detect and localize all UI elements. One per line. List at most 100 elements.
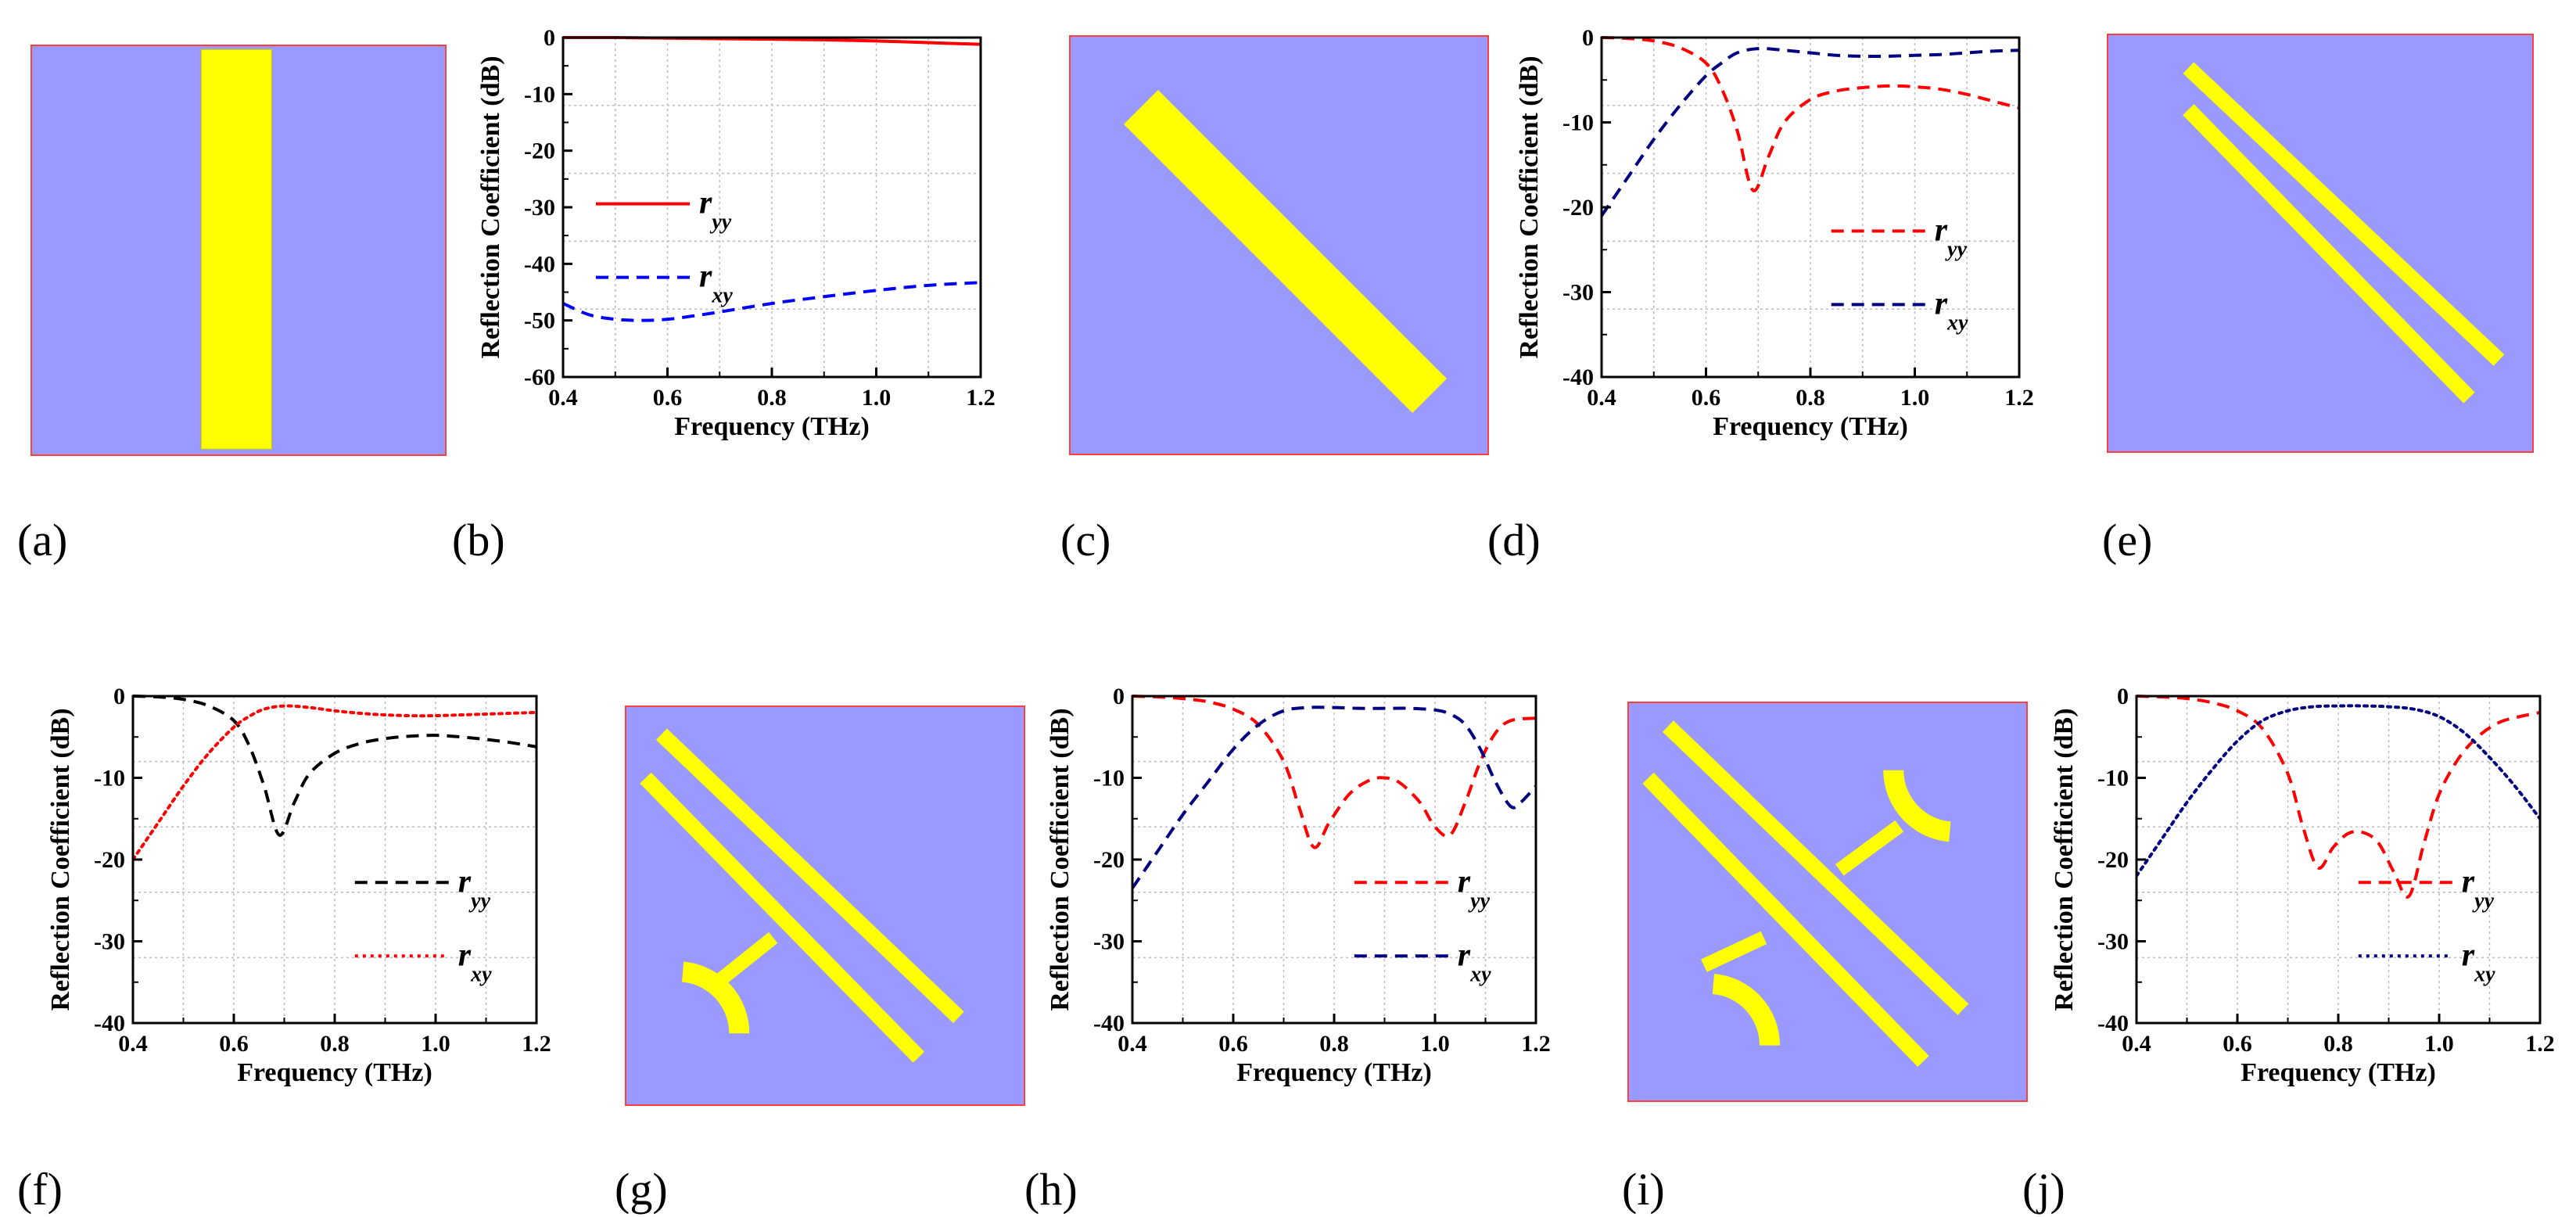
metal-bar-upper (1663, 720, 1969, 1015)
x-tick-label: 0.8 (1796, 385, 1825, 411)
y-tick-label: -20 (94, 847, 125, 873)
charts-layer: 0.4 0.6 0.8 1.0 1.2 0 -10 -20 -30 -40 -50 -60 Freque… (46, 25, 2555, 1087)
legend-label-rxy: rxy (1458, 937, 1491, 986)
y-tick-label: 0 (1113, 684, 1125, 709)
series-line-rxy (133, 704, 536, 861)
metal-connector-lower (1701, 931, 1767, 972)
panel-label-g: (g) (615, 1164, 668, 1215)
y-tick-label: -40 (1562, 364, 1594, 390)
legend-label-ryy: ryy (1935, 212, 1968, 261)
y-tick-label: -40 (94, 1011, 125, 1036)
substrate-i (1627, 702, 2028, 1102)
x-tick-label: 1.0 (1900, 385, 1930, 411)
x-tick-label: 1.0 (862, 385, 892, 411)
legend: ryy rxy (1831, 212, 1968, 335)
series-line-ryy (1602, 36, 2019, 192)
y-tick-label: -20 (1562, 195, 1594, 221)
metal-split-arc (682, 961, 750, 1034)
x-tick-label: 1.2 (966, 385, 996, 411)
panel-labels-layer: (a) (b) (c) (d) (e) (f) (g) (h) (i) (j) (17, 515, 2152, 1215)
panel-label-b: (b) (452, 515, 505, 565)
x-tick-label: 0.6 (1692, 385, 1721, 411)
y-tick-label: -40 (524, 251, 555, 277)
series-group (2137, 695, 2540, 899)
legend: ryy rxy (2358, 863, 2495, 986)
x-tick-label: 1.0 (2424, 1031, 2454, 1057)
chart-b: 0.4 0.6 0.8 1.0 1.2 0 -10 -20 -30 -40 -50 -60 Freque… (476, 25, 996, 441)
panel-label-i: (i) (1622, 1164, 1665, 1215)
y-tick-label: 0 (2117, 684, 2129, 709)
panel-label-d: (d) (1487, 515, 1541, 565)
legend: ryy rxy (354, 863, 492, 986)
plot-area (133, 696, 536, 1023)
y-tick-label: -60 (524, 364, 555, 390)
y-tick-label: -10 (524, 81, 555, 107)
series-line-ryy (2137, 695, 2540, 899)
legend-label-rxy: rxy (458, 937, 492, 986)
unit-cell-e (2107, 34, 2534, 453)
metal-bar-upper (2183, 62, 2505, 366)
y-tick-label: -30 (1093, 929, 1125, 955)
y-axis-title: Reflection Coefficient (dB) (2050, 708, 2079, 1011)
y-tick-label: -30 (2097, 929, 2129, 955)
metal-diagonal-bar (1124, 90, 1448, 414)
y-tick-label: -10 (94, 766, 125, 792)
plot-area (2137, 696, 2540, 1023)
series-line-ryy (1132, 695, 1536, 849)
chart-h: 0.4 0.6 0.8 1.0 1.2 0 -10 -20 -30 -40 Frequency (T… (1046, 684, 1551, 1087)
metal-connector (709, 932, 778, 992)
panel-label-a: (a) (17, 515, 67, 565)
x-tick-label: 0.4 (548, 385, 578, 411)
x-tick-label: 1.2 (522, 1031, 551, 1057)
panel-label-h: (h) (1024, 1164, 1078, 1215)
panel-label-f: (f) (17, 1164, 63, 1215)
x-tick-label: 0.4 (1118, 1031, 1147, 1057)
x-tick-label: 0.6 (1218, 1031, 1248, 1057)
series-line-rxy (2137, 704, 2540, 878)
metal-bar-lower (640, 772, 924, 1063)
x-tick-label: 1.2 (2525, 1031, 2555, 1057)
y-tick-label: -10 (1093, 766, 1125, 792)
x-tick-label: 0.4 (1587, 385, 1616, 411)
y-axis-title: Reflection Coefficient (dB) (1515, 56, 1544, 358)
plot-area (1132, 696, 1536, 1023)
series-line-rxy (563, 281, 981, 322)
y-tick-label: -10 (2097, 766, 2129, 792)
x-tick-label: 0.4 (2122, 1031, 2151, 1057)
x-tick-label: 1.0 (1420, 1031, 1450, 1057)
y-tick-label: 0 (113, 684, 125, 709)
legend: ryy rxy (596, 185, 733, 308)
series-line-rxy (1132, 705, 1536, 889)
y-tick-label: -20 (524, 138, 555, 164)
panel-label-e: (e) (2102, 515, 2152, 565)
x-tick-label: 0.8 (2323, 1031, 2353, 1057)
metal-connector-upper (1835, 820, 1904, 876)
legend-label-rxy: rxy (1935, 285, 1968, 335)
y-tick-label: -30 (94, 929, 125, 955)
x-tick-label: 0.6 (653, 385, 683, 411)
x-tick-label: 0.6 (219, 1031, 249, 1057)
x-axis-title: Frequency (THz) (674, 412, 870, 441)
series-group (133, 695, 536, 861)
y-tick-label: -30 (524, 195, 555, 221)
x-tick-label: 0.4 (118, 1031, 148, 1057)
x-tick-label: 1.2 (2004, 385, 2034, 411)
legend-label-ryy: ryy (699, 185, 732, 235)
legend-label-rxy: rxy (2462, 937, 2495, 986)
legend-label-ryy: ryy (1458, 863, 1491, 913)
x-axis-title: Frequency (THz) (237, 1058, 432, 1087)
unit-cell-i (1627, 702, 2028, 1102)
legend: ryy rxy (1354, 863, 1491, 986)
metal-split-arc-upper (1883, 770, 1951, 842)
x-axis-title: Frequency (THz) (1236, 1058, 1432, 1087)
unit-cell-g (625, 705, 1025, 1106)
metal-bar-lower (1642, 772, 1929, 1067)
y-tick-label: 0 (544, 25, 555, 51)
x-tick-label: 0.8 (320, 1031, 350, 1057)
y-axis-title: Reflection Coefficient (dB) (46, 708, 75, 1011)
x-tick-label: 1.2 (1521, 1031, 1551, 1057)
series-group (1602, 36, 2019, 217)
y-tick-label: -40 (1093, 1011, 1125, 1036)
unit-cell-c (1069, 35, 1489, 455)
metal-bar-upper (656, 728, 964, 1024)
